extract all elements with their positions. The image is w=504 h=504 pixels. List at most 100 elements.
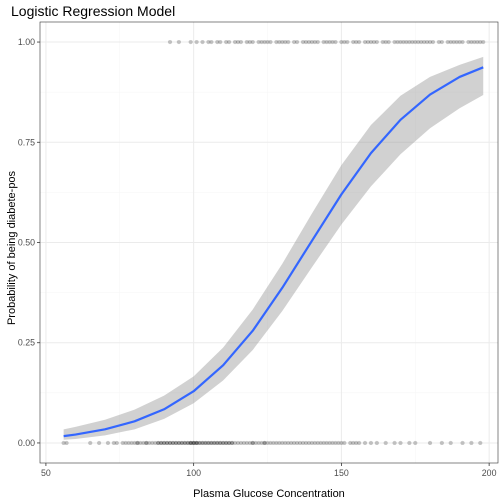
data-point-positive bbox=[457, 39, 462, 45]
data-point-positive bbox=[436, 39, 442, 45]
data-point-negative bbox=[194, 440, 199, 446]
data-point-negative bbox=[262, 440, 267, 446]
data-point-positive bbox=[274, 39, 279, 45]
data-point-negative bbox=[167, 440, 173, 446]
confidence-ribbon bbox=[63, 56, 484, 440]
data-point-negative bbox=[173, 440, 179, 446]
data-point-negative bbox=[413, 440, 418, 446]
data-point-positive bbox=[300, 39, 306, 45]
data-point-positive bbox=[386, 39, 391, 45]
data-point-negative bbox=[221, 440, 226, 446]
data-point-negative bbox=[286, 440, 291, 446]
data-point-negative bbox=[164, 440, 170, 446]
data-point-positive bbox=[404, 39, 409, 45]
data-point-negative bbox=[342, 440, 347, 446]
data-point-positive bbox=[227, 39, 232, 45]
data-point-negative bbox=[111, 440, 116, 446]
data-point-positive bbox=[445, 39, 450, 45]
plot-panel: 50 100 150 200 0.00 0.25 0.50 0.75 1.00 bbox=[18, 21, 499, 478]
data-point-positive bbox=[250, 39, 255, 45]
data-point-negative bbox=[167, 440, 173, 446]
data-point-negative bbox=[321, 440, 326, 446]
fitted-curve bbox=[63, 66, 484, 438]
data-point-negative bbox=[164, 440, 170, 446]
data-point-negative bbox=[339, 440, 344, 446]
data-point-negative bbox=[283, 440, 288, 446]
data-point-positive bbox=[286, 39, 291, 45]
data-point-positive bbox=[224, 39, 229, 45]
data-point-positive bbox=[383, 39, 388, 45]
data-point-negative bbox=[188, 440, 193, 446]
y-tick-label: 0.75 bbox=[18, 137, 35, 147]
data-point-positive bbox=[268, 39, 273, 45]
data-point-negative bbox=[185, 440, 190, 446]
data-point-negative bbox=[448, 440, 453, 446]
data-point-positive bbox=[315, 39, 320, 45]
data-point-positive bbox=[256, 39, 261, 45]
data-point-negative bbox=[170, 440, 176, 446]
data-point-negative bbox=[294, 440, 300, 446]
data-point-negative bbox=[88, 440, 93, 446]
y-axis-title: Probability of being diabete-pos bbox=[6, 170, 18, 325]
data-point-negative bbox=[235, 440, 241, 446]
data-point-negative bbox=[303, 440, 309, 446]
data-point-negative bbox=[309, 440, 314, 446]
data-point-negative bbox=[150, 440, 155, 446]
data-point-positive bbox=[469, 39, 474, 45]
y-tick-label: 1.00 bbox=[18, 37, 35, 47]
data-point-positive bbox=[321, 39, 326, 45]
data-point-positive bbox=[410, 39, 415, 45]
data-point-negative bbox=[398, 440, 403, 446]
data-point-negative bbox=[203, 440, 208, 446]
data-point-negative bbox=[179, 440, 184, 446]
data-point-negative bbox=[206, 440, 211, 446]
data-point-positive bbox=[206, 39, 211, 45]
data-point-negative bbox=[144, 440, 149, 446]
data-point-negative bbox=[212, 440, 217, 446]
data-point-negative bbox=[241, 440, 246, 446]
data-point-negative bbox=[135, 440, 140, 446]
data-point-negative bbox=[312, 440, 317, 446]
data-point-negative bbox=[132, 440, 137, 446]
data-point-positive bbox=[262, 39, 267, 45]
data-point-positive bbox=[265, 39, 270, 45]
data-point-negative bbox=[156, 440, 161, 446]
data-point-negative bbox=[200, 440, 205, 446]
y-tick-label: 0.50 bbox=[18, 238, 35, 248]
data-point-positive bbox=[324, 39, 329, 45]
data-point-negative bbox=[348, 440, 353, 446]
x-axis-title: Plasma Glucose Concentration bbox=[193, 488, 345, 500]
data-point-negative bbox=[191, 440, 196, 446]
data-point-positive bbox=[167, 39, 173, 45]
data-point-negative bbox=[218, 440, 223, 446]
data-point-negative bbox=[176, 440, 181, 446]
data-point-positive bbox=[294, 39, 300, 45]
data-point-positive bbox=[401, 39, 406, 45]
data-point-positive bbox=[374, 39, 379, 45]
data-point-positive bbox=[327, 39, 332, 45]
data-point-negative bbox=[185, 440, 190, 446]
data-point-negative bbox=[114, 440, 119, 446]
data-point-negative bbox=[253, 440, 258, 446]
data-point-negative bbox=[209, 440, 214, 446]
data-point-negative bbox=[64, 440, 69, 446]
data-point-negative bbox=[138, 440, 143, 446]
data-point-positive bbox=[176, 39, 181, 45]
data-point-negative bbox=[144, 440, 149, 446]
data-point-negative bbox=[374, 440, 379, 446]
data-point-negative bbox=[268, 440, 273, 446]
data-point-negative bbox=[280, 440, 285, 446]
data-point-positive bbox=[365, 39, 371, 45]
data-point-positive bbox=[277, 39, 282, 45]
data-point-positive bbox=[215, 39, 220, 45]
data-point-negative bbox=[141, 440, 146, 446]
data-point-positive bbox=[427, 39, 433, 45]
data-point-negative bbox=[357, 440, 362, 446]
data-point-negative bbox=[105, 440, 111, 446]
data-point-negative bbox=[200, 440, 205, 446]
y-tick-label: 0.25 bbox=[18, 338, 35, 348]
data-point-positive bbox=[188, 39, 193, 45]
data-point-negative bbox=[336, 440, 341, 446]
data-point-negative bbox=[259, 440, 264, 446]
data-point-negative bbox=[244, 440, 249, 446]
